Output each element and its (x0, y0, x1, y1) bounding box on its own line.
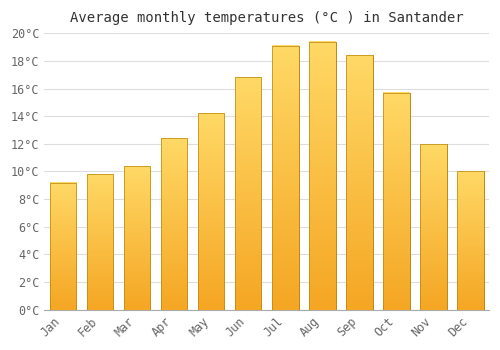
Bar (346, 55, 372, 310)
Bar (235, 77, 262, 310)
Bar (457, 172, 483, 310)
Bar (124, 166, 150, 310)
Bar (309, 42, 336, 310)
Bar (346, 55, 372, 310)
Bar (161, 138, 188, 310)
Bar (50, 183, 76, 310)
Bar (161, 138, 188, 310)
Bar (383, 93, 409, 310)
Bar (86, 174, 114, 310)
Bar (272, 46, 298, 310)
Bar (309, 42, 336, 310)
Title: Average monthly temperatures (°C ) in Santander: Average monthly temperatures (°C ) in Sa… (70, 11, 464, 25)
Bar (420, 144, 446, 310)
Bar (457, 172, 483, 310)
Bar (86, 174, 114, 310)
Bar (383, 93, 409, 310)
Bar (198, 113, 224, 310)
Bar (420, 144, 446, 310)
Bar (235, 77, 262, 310)
Bar (198, 113, 224, 310)
Bar (272, 46, 298, 310)
Bar (50, 183, 76, 310)
Bar (124, 166, 150, 310)
